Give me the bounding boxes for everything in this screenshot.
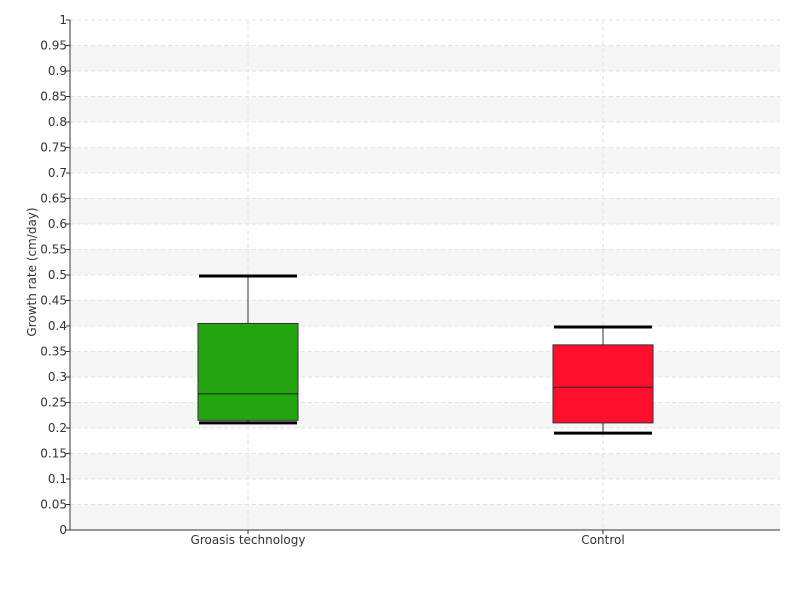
box-group bbox=[197, 274, 299, 425]
background-band bbox=[71, 504, 780, 530]
background-band bbox=[71, 96, 780, 122]
background-band bbox=[71, 198, 780, 224]
background-band bbox=[71, 45, 780, 71]
y-tick-label: 0.25 bbox=[40, 396, 67, 410]
box-group bbox=[552, 325, 654, 435]
y-tick-label: 0.95 bbox=[40, 39, 67, 53]
background-band bbox=[71, 249, 780, 275]
y-tick-label: 0.05 bbox=[40, 498, 67, 512]
y-tick-label: 0.85 bbox=[40, 90, 67, 104]
box-body bbox=[552, 344, 654, 424]
y-axis-title: Growth rate (cm/day) bbox=[25, 207, 39, 336]
background-band bbox=[71, 300, 780, 326]
y-tick-label: 1 bbox=[59, 13, 67, 27]
y-tick-label: 0.15 bbox=[40, 447, 67, 461]
y-tick-label: 0.5 bbox=[48, 268, 67, 282]
box-body bbox=[197, 322, 299, 421]
y-tick-label: 0.2 bbox=[48, 421, 67, 435]
y-tick-label: 0.45 bbox=[40, 294, 67, 308]
y-tick-label: 0.1 bbox=[48, 472, 67, 486]
y-tick-label: 0.6 bbox=[48, 217, 67, 231]
background-band bbox=[71, 453, 780, 479]
background-bands bbox=[71, 45, 780, 530]
y-tick-label: 0.75 bbox=[40, 141, 67, 155]
background-band bbox=[71, 402, 780, 428]
background-band bbox=[71, 351, 780, 377]
background-band bbox=[71, 147, 780, 173]
y-tick-label: 0.4 bbox=[48, 319, 67, 333]
x-category-label: Control bbox=[581, 533, 624, 547]
y-tick-label: 0.65 bbox=[40, 192, 67, 206]
y-tick-label: 0 bbox=[59, 523, 67, 537]
y-tick-label: 0.3 bbox=[48, 370, 67, 384]
y-tick-label: 0.55 bbox=[40, 243, 67, 257]
y-tick-label: 0.9 bbox=[48, 64, 67, 78]
y-axis-ticks: 0 0.05 0.1 0.15 0.2 0.25 0.3 0.35 0.4 0.45 0.5 0.55… bbox=[40, 13, 70, 537]
box-series bbox=[197, 274, 654, 435]
y-tick-label: 0.8 bbox=[48, 115, 67, 129]
y-tick-label: 0.35 bbox=[40, 345, 67, 359]
x-category-label: Groasis technology bbox=[191, 533, 306, 547]
gridlines bbox=[70, 19, 780, 531]
x-axis-ticks: Groasis technology Control bbox=[191, 530, 625, 547]
y-tick-label: 0.7 bbox=[48, 166, 67, 180]
